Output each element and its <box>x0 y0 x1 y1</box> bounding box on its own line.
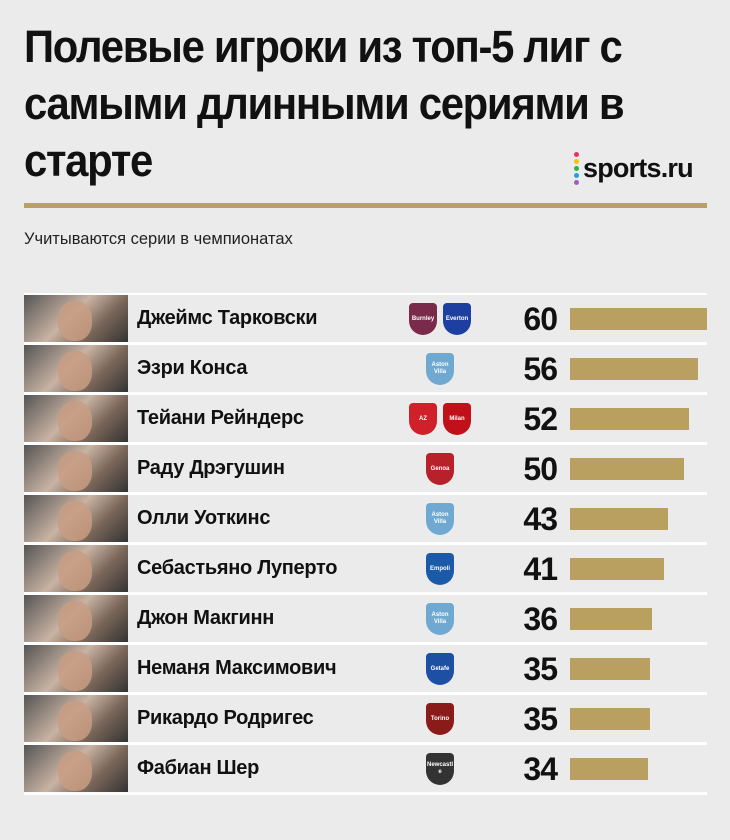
club-badge-icon: Genoa <box>426 453 454 485</box>
bar <box>570 708 650 730</box>
player-name: Фабиан Шер <box>137 757 260 779</box>
player-photo <box>24 395 128 442</box>
club-badges: Genoa <box>394 453 486 485</box>
table-row: Тейани Рейндерс AZ Milan 52 <box>24 395 707 445</box>
club-badge-icon: Aston Villa <box>426 603 454 635</box>
page-title: Полевые игроки из топ-5 лиг с самыми дли… <box>24 21 625 186</box>
player-photo <box>24 545 128 592</box>
club-name: Milan <box>449 415 465 422</box>
player-photo <box>24 745 128 792</box>
club-badge-icon: Everton <box>443 303 471 335</box>
player-name: Тейани Рейндерс <box>137 407 304 429</box>
bar <box>570 358 698 380</box>
club-badges: Empoli <box>394 553 486 585</box>
subtitle: Учитываются серии в чемпионатах <box>24 230 293 248</box>
table-row: Джон Макгинн Aston Villa 36 <box>24 595 707 645</box>
club-name: Aston Villa <box>431 362 449 375</box>
table-row: Олли Уоткинс Aston Villa 43 <box>24 495 707 545</box>
bar <box>570 508 669 530</box>
club-name: Genoa <box>430 465 450 472</box>
bar <box>570 408 689 430</box>
table-row: Джеймс Тарковски Burnley Everton 60 <box>24 295 707 345</box>
data-label: 52 <box>523 401 558 437</box>
club-badge-icon: AZ <box>409 403 437 435</box>
bar <box>570 458 685 480</box>
bar <box>570 658 650 680</box>
player-photo <box>24 295 128 342</box>
bar <box>570 308 707 330</box>
logo-dot <box>574 152 579 157</box>
player-photo <box>24 645 128 692</box>
table-row: Эзри Конса Aston Villa 56 <box>24 345 707 395</box>
club-badge-icon: Newcastle <box>426 753 454 785</box>
logo-dot <box>574 159 579 164</box>
club-badges: Newcastle <box>394 753 486 785</box>
player-name: Олли Уоткинс <box>137 507 271 529</box>
club-badges: Aston Villa <box>394 503 486 535</box>
club-badge-icon: Getafe <box>426 653 454 685</box>
data-label: 34 <box>523 751 558 787</box>
club-badge-icon: Aston Villa <box>426 353 454 385</box>
club-name: Burnley <box>411 315 435 322</box>
club-name: Aston Villa <box>431 512 449 525</box>
data-label: 36 <box>523 601 558 637</box>
table-row: Рикардо Родригес Torino 35 <box>24 695 707 745</box>
player-photo <box>24 345 128 392</box>
club-badge-icon: Milan <box>443 403 471 435</box>
club-badges: Aston Villa <box>394 353 486 385</box>
bar <box>570 558 664 580</box>
club-name: Getafe <box>430 665 450 672</box>
player-photo <box>24 445 128 492</box>
logo-dot <box>574 166 579 171</box>
player-name: Себастьяно Луперто <box>137 557 338 579</box>
table-row: Неманя Максимович Getafe 35 <box>24 645 707 695</box>
data-label: 60 <box>523 301 558 337</box>
player-name: Джеймс Тарковски <box>137 307 318 329</box>
club-name: Newcastle <box>427 762 454 775</box>
player-name: Неманя Максимович <box>137 657 337 679</box>
table-row: Себастьяно Луперто Empoli 41 <box>24 545 707 595</box>
table-row: Фабиан Шер Newcastle 34 <box>24 745 707 795</box>
club-badges: Getafe <box>394 653 486 685</box>
data-label: 50 <box>523 451 558 487</box>
club-name: Torino <box>430 715 450 722</box>
player-name: Рикардо Родригес <box>137 707 314 729</box>
bar <box>570 758 648 780</box>
divider <box>24 203 707 208</box>
data-label: 43 <box>523 501 558 537</box>
club-name: Aston Villa <box>431 612 449 625</box>
club-badges: Burnley Everton <box>394 303 486 335</box>
data-label: 35 <box>523 651 558 687</box>
club-badge-icon: Aston Villa <box>426 503 454 535</box>
logo-dot <box>574 180 579 185</box>
club-name: Empoli <box>429 565 450 572</box>
bar <box>570 608 653 630</box>
sports-ru-logo: sports.ru <box>574 152 694 185</box>
club-badge-icon: Burnley <box>409 303 437 335</box>
player-name: Раду Дрэгушин <box>137 457 285 479</box>
club-badges: AZ Milan <box>394 403 486 435</box>
table-row: Раду Дрэгушин Genoa 50 <box>24 445 707 495</box>
club-badges: Aston Villa <box>394 603 486 635</box>
club-badges: Torino <box>394 703 486 735</box>
club-badge-icon: Torino <box>426 703 454 735</box>
ranking-table: Джеймс Тарковски Burnley Everton 60 Эзри … <box>24 293 707 795</box>
club-badge-icon: Empoli <box>426 553 454 585</box>
player-photo <box>24 495 128 542</box>
player-name: Джон Макгинн <box>137 607 275 629</box>
club-name: AZ <box>419 415 427 422</box>
data-label: 56 <box>523 351 558 387</box>
player-name: Эзри Конса <box>137 357 248 379</box>
data-label: 35 <box>523 701 558 737</box>
logo-dot <box>574 173 579 178</box>
club-name: Everton <box>445 315 469 322</box>
data-label: 41 <box>523 551 558 587</box>
logo-text: sports.ru <box>583 153 694 183</box>
player-photo <box>24 695 128 742</box>
logo-dots-icon <box>574 152 579 185</box>
player-photo <box>24 595 128 642</box>
